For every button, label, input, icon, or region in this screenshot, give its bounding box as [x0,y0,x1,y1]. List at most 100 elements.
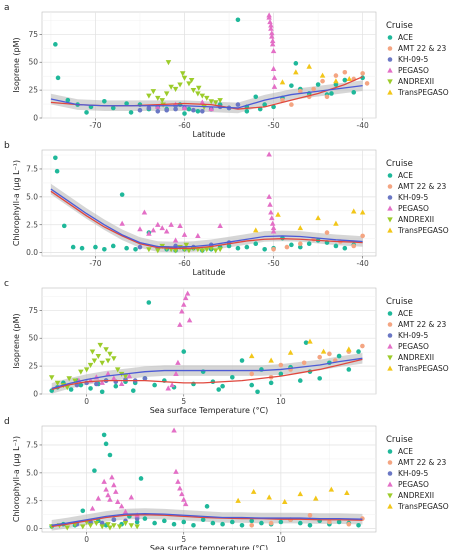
data-point [80,508,86,514]
y-tick-label: 5.0 [26,468,38,477]
y-tick-label: 7.5 [26,164,38,173]
data-point [204,247,210,253]
data-point [235,497,241,503]
data-point [155,221,161,227]
x-axis-title: Sea surface Temperature (°C) [150,406,269,415]
data-point [99,524,105,530]
data-point [87,523,94,529]
data-point [179,491,185,497]
data-point [195,91,201,97]
data-point [66,376,72,382]
data-point [107,525,113,531]
y-tick-label: 50 [28,58,38,67]
data-point [356,523,361,528]
data-point [93,521,100,527]
data-point [297,378,303,383]
data-point [124,245,129,251]
data-point [315,82,321,87]
data-point [356,349,361,354]
data-point [297,491,304,497]
panel-label: a [4,3,10,13]
data-point [181,349,187,354]
y-tick-label: 0 [33,390,38,399]
data-point [142,516,148,521]
data-point [307,338,313,344]
data-point [173,370,179,376]
data-point [186,106,192,112]
data-point [54,168,60,174]
data-point [88,386,93,391]
data-point [336,353,342,359]
data-point [186,317,193,323]
data-point [220,521,225,527]
data-point [200,109,205,114]
data-point [180,301,187,307]
panel-d: d 0 5 10 0.0 2.5 5.0 7.5 Sea surface temperature… [4,417,449,553]
legend-title: Cruise [386,297,413,307]
data-point [188,77,195,84]
data-point [364,81,370,86]
fit-line-blue [51,512,363,526]
data-point [297,241,303,247]
data-point [137,107,143,113]
series-andrexii [146,60,223,110]
data-point [351,90,357,95]
data-point [289,83,294,88]
legend-key [387,493,393,499]
data-layer [50,12,370,116]
y-axis-title: Isoprene (pM) [12,37,21,92]
x-tick-label: 5 [181,535,186,544]
data-point [113,383,119,389]
series-transpegaso [248,338,352,363]
data-point [105,358,111,364]
data-point [195,232,201,238]
data-point [244,109,250,114]
series-transpegaso [253,208,366,233]
y-tick-label: 0.0 [26,524,38,533]
legend-label: PEGASO [398,66,429,75]
data-point [97,342,104,348]
data-point [289,102,294,107]
data-point [195,85,202,91]
data-point [68,387,74,392]
legend-key [387,471,393,476]
data-point [78,382,84,388]
data-point [165,385,171,391]
data-point [79,245,85,251]
data-point [278,362,284,368]
panel-label: c [4,279,9,289]
legend-label: ACE [398,309,413,318]
data-point [65,97,71,103]
legend-key [387,35,393,40]
fit-line-blue [51,357,363,390]
data-point [95,495,102,501]
data-point [287,349,294,355]
data-point [266,494,272,500]
data-point [346,367,352,372]
legend-label: KH-09-5 [398,331,429,340]
data-point [333,82,339,87]
legend-label: TransPEGASO [397,364,449,373]
data-point [146,93,152,99]
x-axis-title: Sea surface temperature (°C) [150,544,268,550]
data-point [155,95,161,101]
legend-label: KH-09-5 [398,55,429,64]
fit-line-blue [50,188,363,248]
data-point [249,518,255,524]
data-point [102,247,107,252]
data-point [320,348,327,354]
data-point [333,243,339,249]
data-point [269,33,275,39]
data-point [103,347,109,353]
data-point [107,351,113,357]
data-point [152,382,157,388]
data-point [181,231,188,237]
y-tick-label: 75 [28,30,38,39]
data-point [177,485,183,491]
data-point [344,489,350,496]
y-axis-title: Chlorophyll-a (µg L⁻¹) [12,160,21,246]
data-point [270,228,277,234]
data-point [80,524,86,530]
data-point [101,432,107,438]
